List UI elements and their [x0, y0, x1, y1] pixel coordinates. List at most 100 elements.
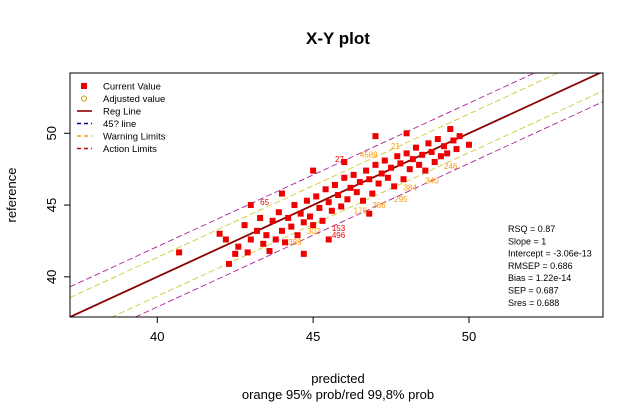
data-point — [394, 153, 401, 160]
point-label: 302 — [307, 227, 321, 236]
point-label: 153 — [332, 224, 346, 233]
data-point — [422, 167, 429, 174]
data-point — [307, 213, 314, 220]
data-point — [260, 240, 267, 247]
stat-line: RSQ = 0.87 — [508, 224, 555, 234]
data-point — [369, 190, 376, 197]
data-point — [403, 130, 410, 137]
stat-line: RMSEP = 0.686 — [508, 261, 573, 271]
legend-label: Action Limits — [103, 144, 157, 155]
data-point — [397, 160, 404, 167]
data-point — [303, 197, 310, 204]
data-point — [176, 249, 183, 256]
stat-line: Bias = 1.22e-14 — [508, 273, 571, 283]
data-point — [285, 214, 292, 221]
data-point — [275, 209, 282, 216]
data-point — [465, 141, 472, 148]
data-point — [294, 232, 301, 239]
data-point — [391, 183, 398, 190]
data-point — [350, 171, 357, 178]
stats-box: RSQ = 0.87 Slope = 1 Intercept = -3.06e-13… — [508, 224, 592, 308]
data-point — [437, 153, 444, 160]
legend-label: Adjusted value — [103, 94, 165, 105]
plot-frame — [69, 72, 604, 318]
x-axis: 40 45 50 — [150, 317, 476, 344]
data-point — [225, 260, 232, 267]
data-point — [341, 174, 348, 181]
data-point — [278, 190, 285, 197]
point-label: 366 — [372, 201, 386, 210]
data-point — [375, 180, 382, 187]
y-axis: 40 45 50 — [44, 126, 70, 284]
data-point — [328, 207, 335, 214]
x-tick-label: 45 — [306, 329, 320, 344]
legend-marker-square — [81, 83, 87, 89]
warning-limit-lower — [111, 90, 603, 317]
points-layer — [176, 125, 472, 267]
data-point — [216, 230, 223, 237]
legend-label: Reg Line — [103, 107, 141, 118]
data-point — [400, 176, 407, 183]
data-point — [384, 174, 391, 181]
data-point — [254, 227, 261, 234]
data-point — [406, 166, 413, 173]
data-point — [441, 143, 448, 150]
data-point — [322, 186, 329, 193]
data-point — [288, 223, 295, 230]
data-point — [403, 150, 410, 157]
data-point — [453, 146, 460, 153]
point-label: 21 — [391, 142, 400, 151]
y-tick-label: 45 — [44, 198, 59, 212]
data-point — [381, 157, 388, 164]
warning-limit-upper — [70, 73, 559, 299]
data-point — [378, 170, 385, 177]
x-tick-label: 50 — [462, 329, 476, 344]
data-point — [300, 219, 307, 226]
point-label: 388 — [288, 238, 302, 247]
data-point — [232, 250, 239, 257]
data-point — [300, 250, 307, 257]
action-limit-upper — [70, 73, 536, 288]
data-point — [241, 222, 248, 229]
data-point — [353, 189, 360, 196]
data-point — [456, 133, 463, 140]
data-point — [325, 236, 332, 243]
legend-marker-circle — [81, 95, 87, 102]
data-point — [325, 199, 332, 206]
data-point — [388, 164, 395, 171]
data-point — [291, 202, 298, 209]
y-tick-label: 40 — [44, 270, 59, 284]
chart-title: X-Y plot — [306, 29, 370, 48]
data-point — [347, 184, 354, 191]
point-label: 65 — [260, 198, 269, 207]
data-point — [366, 210, 373, 217]
y-tick-label: 50 — [44, 126, 59, 140]
stat-line: Intercept = -3.06e-13 — [508, 249, 592, 259]
data-point — [310, 222, 317, 229]
x-axis-label: predicted — [311, 371, 364, 386]
data-point — [428, 148, 435, 155]
y-axis-label: reference — [4, 168, 19, 223]
data-point — [363, 167, 370, 174]
data-point — [338, 203, 345, 210]
stat-line: Sres = 0.688 — [508, 298, 559, 308]
point-label: 384 — [404, 184, 418, 193]
data-point — [359, 197, 366, 204]
data-point — [247, 236, 254, 243]
legend-label: Warning Limits — [103, 132, 166, 143]
data-point — [269, 217, 276, 224]
data-point — [416, 161, 423, 168]
data-point — [310, 167, 317, 174]
action-limit-lower — [134, 101, 603, 317]
data-point — [244, 249, 251, 256]
data-point — [409, 156, 416, 163]
data-point — [341, 158, 348, 165]
data-point — [425, 140, 432, 147]
data-point — [247, 202, 254, 209]
point-label: 496 — [332, 231, 346, 240]
data-point — [282, 239, 289, 246]
